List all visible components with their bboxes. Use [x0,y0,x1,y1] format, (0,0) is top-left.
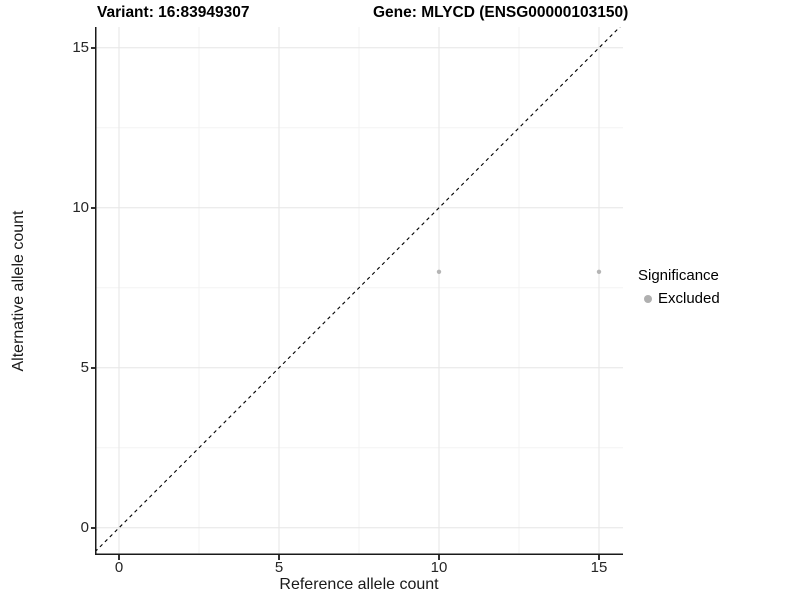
x-tick-label: 15 [590,559,608,576]
x-tick-mark [598,555,600,560]
legend: Significance Excluded [638,267,720,307]
legend-point-icon [644,294,652,303]
x-tick-label: 5 [274,559,284,576]
x-tick-mark [278,555,280,560]
plot-panel [94,23,624,555]
legend-key [638,294,658,303]
x-tick-label: 0 [114,559,124,576]
x-tick-mark [438,555,440,560]
plot-title-gene: Gene: MLYCD (ENSG00000103150) [373,4,629,21]
y-tick-mark [90,367,95,369]
y-tick-label: 15 [72,38,89,56]
y-tick-label: 5 [80,358,89,376]
plot-canvas [94,23,624,555]
x-tick-label: 10 [430,559,448,576]
x-tick-mark [118,555,120,560]
legend-item-label: Excluded [658,290,720,307]
data-point [596,269,602,274]
y-tick-mark [90,207,95,209]
y-tick-mark [90,527,95,529]
y-tick-label: 10 [72,198,89,216]
y-tick-mark [90,47,95,49]
y-axis-title: Alternative allele count [10,210,27,372]
legend-title: Significance [638,267,719,284]
plot-title-variant: Variant: 16:83949307 [97,4,250,21]
legend-item-excluded: Excluded [638,290,720,307]
y-tick-label: 0 [80,518,89,536]
data-point [436,269,442,274]
identity-line [94,23,624,553]
x-axis-title: Reference allele count [279,576,439,593]
